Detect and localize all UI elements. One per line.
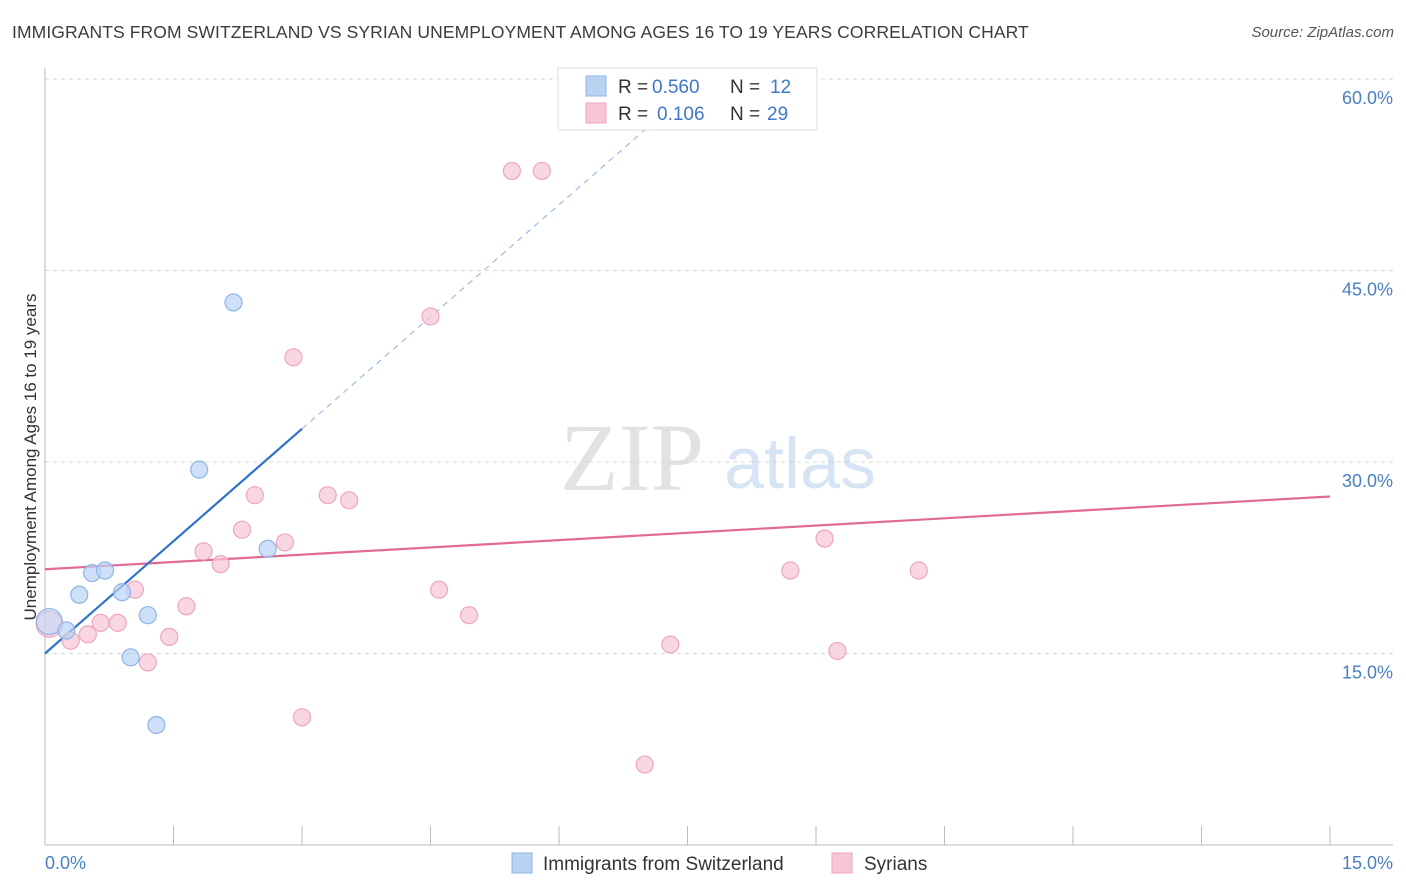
legend-n-value: 12 xyxy=(770,77,791,98)
legend-n-value: 29 xyxy=(767,104,788,125)
point-syrians xyxy=(815,529,834,548)
point-syrians xyxy=(177,597,196,616)
point-syrians xyxy=(828,641,847,661)
trend-lines xyxy=(44,129,1331,655)
y-tick-labels: 15.0% 30.0% 45.0% 60.0% xyxy=(1342,88,1393,683)
source-label: Source: ZipAtlas.com xyxy=(1251,24,1394,41)
y-tick-label: 30.0% xyxy=(1342,471,1393,491)
watermark-zip: ZIP xyxy=(560,404,704,511)
x-tick-label-max: 15.0% xyxy=(1342,853,1393,873)
point-syrians xyxy=(318,486,337,505)
trendline-switzerland xyxy=(44,427,303,655)
legend-swatch-syrians xyxy=(831,852,853,874)
correlation-legend: R = 0.560 N = 12 R = 0.106 N = 29 xyxy=(557,67,818,131)
chart-title: IMMIGRANTS FROM SWITZERLAND VS SYRIAN UN… xyxy=(12,22,1029,42)
point-syrians xyxy=(232,520,252,539)
point-syrians xyxy=(502,161,521,181)
point-switzerland xyxy=(95,561,115,580)
legend-swatch-blue xyxy=(585,75,607,97)
point-syrians xyxy=(275,533,294,552)
legend-r-label: R = xyxy=(618,77,648,98)
point-switzerland xyxy=(190,460,209,479)
legend-r-label: R = xyxy=(618,104,648,125)
y-tick-label: 45.0% xyxy=(1342,280,1393,300)
point-switzerland xyxy=(121,648,140,667)
point-syrians xyxy=(661,635,680,654)
point-syrians xyxy=(78,625,97,644)
point-switzerland xyxy=(57,621,76,640)
legend-r-value: 0.106 xyxy=(657,104,705,125)
point-syrians xyxy=(421,307,440,326)
grid-lines xyxy=(45,78,1393,654)
point-syrians xyxy=(340,491,359,510)
point-syrians xyxy=(211,555,230,574)
y-tick-label: 60.0% xyxy=(1342,88,1393,108)
point-syrians xyxy=(781,561,800,580)
point-syrians xyxy=(91,613,110,632)
point-syrians xyxy=(909,561,928,580)
point-switzerland xyxy=(70,585,89,604)
point-syrians xyxy=(635,755,654,774)
point-switzerland xyxy=(224,293,243,312)
legend-r-value: 0.560 xyxy=(652,77,700,98)
point-syrians xyxy=(194,542,213,561)
point-syrians xyxy=(245,486,264,505)
point-syrians xyxy=(429,580,449,599)
legend-n-label: N = xyxy=(730,104,760,125)
point-syrians xyxy=(138,653,157,672)
x-axis-ticks xyxy=(173,826,1331,845)
trendline-switzerland-extension xyxy=(301,129,646,430)
watermark-atlas: atlas xyxy=(724,424,876,504)
legend-swatch-pink xyxy=(585,102,607,124)
point-switzerland xyxy=(112,583,132,602)
y-tick-label: 15.0% xyxy=(1342,663,1393,683)
point-switzerland xyxy=(138,606,157,625)
data-points xyxy=(35,161,928,774)
point-switzerland xyxy=(147,715,166,735)
point-syrians xyxy=(160,627,179,647)
point-switzerland xyxy=(258,539,277,558)
point-syrians xyxy=(459,606,479,625)
y-axis-title: Unemployment Among Ages 16 to 19 years xyxy=(21,294,40,621)
legend-swatch-switzerland xyxy=(511,852,533,874)
point-syrians xyxy=(532,161,551,181)
trendline-syrians xyxy=(44,495,1331,571)
point-switzerland xyxy=(35,607,63,636)
legend-label-syrians: Syrians xyxy=(864,854,927,875)
point-syrians xyxy=(292,708,312,727)
legend-label-switzerland: Immigrants from Switzerland xyxy=(543,854,784,875)
point-syrians xyxy=(108,613,127,632)
legend-n-label: N = xyxy=(730,77,760,98)
series-legend: Immigrants from Switzerland Syrians xyxy=(511,852,927,875)
point-syrians xyxy=(284,348,303,367)
x-tick-label-min: 0.0% xyxy=(45,853,86,873)
